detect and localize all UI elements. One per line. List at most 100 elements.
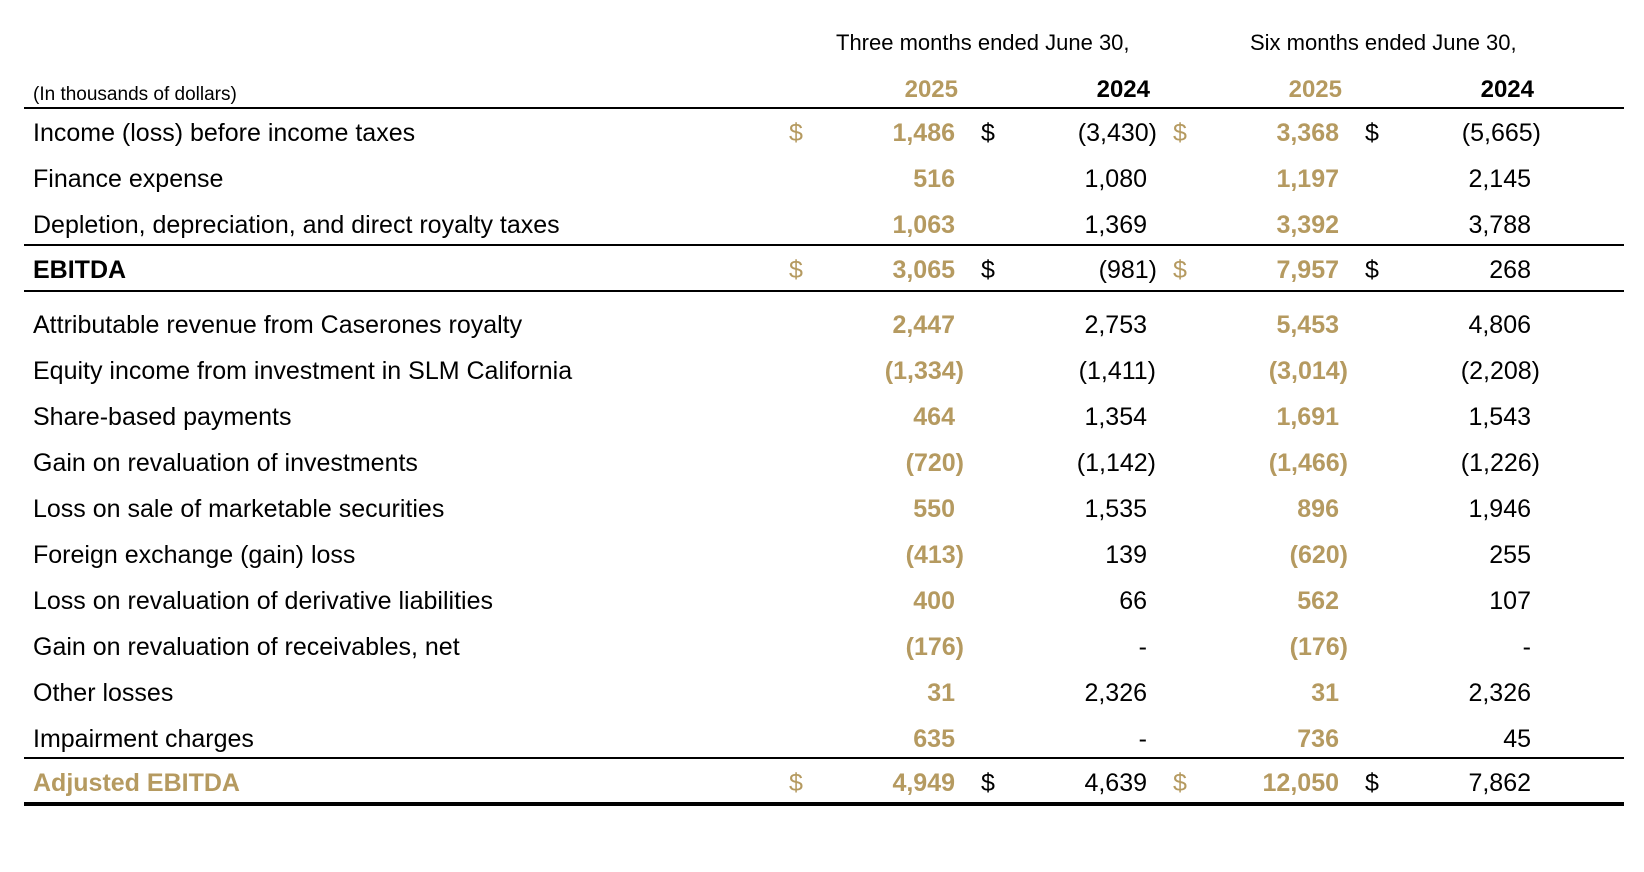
value-h1-2025: (3,014) (1268, 357, 1348, 385)
value-q2-2025: 3,065 (892, 256, 955, 284)
currency-symbol: $ (1365, 256, 1379, 284)
table-row: Foreign exchange (gain) loss (413) 139 (… (0, 532, 1644, 578)
header-rule (24, 107, 1624, 109)
table-row: Depletion, depreciation, and direct roya… (0, 202, 1644, 248)
row-label: Depletion, depreciation, and direct roya… (33, 211, 560, 239)
currency-symbol: $ (1173, 256, 1187, 284)
value-h1-2024: (1,226) (1460, 449, 1540, 477)
value-q2-2025: (1,334) (884, 357, 964, 385)
value-q2-2024: 4,639 (1084, 769, 1147, 797)
row-label: Share-based payments (33, 403, 292, 431)
subtotal-rule (24, 244, 1624, 246)
value-q2-2024: (3,430) (1077, 119, 1157, 147)
row-label: Foreign exchange (gain) loss (33, 541, 356, 569)
currency-symbol: $ (789, 769, 803, 797)
currency-symbol: $ (1365, 119, 1379, 147)
value-h1-2025: 896 (1297, 495, 1339, 523)
value-h1-2025: (1,466) (1268, 449, 1348, 477)
value-q2-2025: 31 (927, 679, 955, 707)
row-label: Gain on revaluation of investments (33, 449, 418, 477)
value-h1-2024: 3,788 (1468, 211, 1531, 239)
table-row: Equity income from investment in SLM Cal… (0, 348, 1644, 394)
table-row: Gain on revaluation of receivables, net … (0, 624, 1644, 670)
three-months-header: Three months ended June 30, (836, 30, 1130, 55)
value-q2-2025: 2,447 (892, 311, 955, 339)
table-row: Share-based payments 464 1,354 1,691 1,5… (0, 394, 1644, 440)
value-h1-2025: 1,691 (1276, 403, 1339, 431)
value-q2-2025: (176) (905, 633, 964, 661)
table-row-adjusted-ebitda: Adjusted EBITDA $ 4,949 $ 4,639 $ 12,050… (0, 760, 1644, 806)
year-2025-three-months: 2025 (904, 76, 958, 103)
row-label: Gain on revaluation of receivables, net (33, 633, 460, 661)
row-label: Loss on revaluation of derivative liabil… (33, 587, 493, 615)
year-2024-six-months: 2024 (1480, 76, 1534, 103)
value-q2-2025: (720) (905, 449, 964, 477)
currency-symbol: $ (789, 119, 803, 147)
value-q2-2024: (981) (1098, 256, 1157, 284)
value-h1-2024: 1,946 (1468, 495, 1531, 523)
value-q2-2024: 1,535 (1084, 495, 1147, 523)
value-h1-2024: 255 (1489, 541, 1531, 569)
currency-symbol: $ (981, 256, 995, 284)
value-h1-2024: 4,806 (1468, 311, 1531, 339)
row-label: Other losses (33, 679, 174, 707)
value-q2-2025: 550 (913, 495, 955, 523)
value-h1-2025: 31 (1311, 679, 1339, 707)
table-row: Other losses 31 2,326 31 2,326 (0, 670, 1644, 716)
row-label: Loss on sale of marketable securities (33, 495, 445, 523)
units-label: (In thousands of dollars) (33, 84, 237, 105)
value-h1-2024: (5,665) (1461, 119, 1541, 147)
value-h1-2025: 5,453 (1276, 311, 1339, 339)
value-h1-2024: (2,208) (1460, 357, 1540, 385)
row-label: Attributable revenue from Caserones roya… (33, 311, 523, 339)
value-q2-2024: - (1138, 725, 1147, 753)
value-q2-2025: 400 (913, 587, 955, 615)
six-months-header: Six months ended June 30, (1250, 30, 1517, 55)
value-q2-2024: - (1138, 633, 1147, 661)
row-label: EBITDA (33, 256, 127, 284)
year-2024-three-months: 2024 (1096, 76, 1150, 103)
value-q2-2025: (413) (905, 541, 964, 569)
value-q2-2025: 635 (913, 725, 955, 753)
value-h1-2025: 3,392 (1276, 211, 1339, 239)
value-h1-2025: 7,957 (1276, 256, 1339, 284)
value-h1-2025: 3,368 (1276, 119, 1339, 147)
row-label: Adjusted EBITDA (33, 769, 240, 797)
value-q2-2024: (1,411) (1078, 357, 1156, 385)
row-label: Impairment charges (33, 725, 254, 753)
table-row: Loss on sale of marketable securities 55… (0, 486, 1644, 532)
currency-symbol: $ (1173, 119, 1187, 147)
value-q2-2024: 1,369 (1084, 211, 1147, 239)
currency-symbol: $ (981, 119, 995, 147)
table-row: Impairment charges 635 - 736 45 (0, 716, 1644, 762)
currency-symbol: $ (1365, 769, 1379, 797)
value-q2-2025: 516 (913, 165, 955, 193)
row-label: Finance expense (33, 165, 224, 193)
table-row: Loss on revaluation of derivative liabil… (0, 578, 1644, 624)
value-q2-2024: 1,080 (1084, 165, 1147, 193)
value-h1-2025: 12,050 (1262, 769, 1339, 797)
value-h1-2025: (620) (1289, 541, 1348, 569)
table-row: Gain on revaluation of investments (720)… (0, 440, 1644, 486)
value-h1-2024: 45 (1503, 725, 1531, 753)
currency-symbol: $ (1173, 769, 1187, 797)
value-h1-2025: 736 (1297, 725, 1339, 753)
currency-symbol: $ (789, 256, 803, 284)
value-q2-2024: 1,354 (1084, 403, 1147, 431)
value-q2-2025: 464 (913, 403, 955, 431)
currency-symbol: $ (981, 769, 995, 797)
table-row: Income (loss) before income taxes $ 1,48… (0, 110, 1644, 156)
value-q2-2024: (1,142) (1076, 449, 1156, 477)
value-h1-2024: - (1522, 633, 1531, 661)
year-2025-six-months: 2025 (1288, 76, 1342, 103)
value-h1-2025: 562 (1297, 587, 1339, 615)
value-h1-2025: 1,197 (1276, 165, 1339, 193)
value-h1-2024: 2,145 (1468, 165, 1531, 193)
value-h1-2024: 107 (1489, 587, 1531, 615)
table-row: Finance expense 516 1,080 1,197 2,145 (0, 156, 1644, 202)
value-q2-2024: 66 (1119, 587, 1147, 615)
row-label: Equity income from investment in SLM Cal… (33, 357, 573, 385)
table-row-ebitda: EBITDA $ 3,065 $ (981) $ 7,957 $ 268 (0, 247, 1644, 293)
double-bottom-rule (24, 802, 1624, 806)
value-q2-2025: 4,949 (892, 769, 955, 797)
